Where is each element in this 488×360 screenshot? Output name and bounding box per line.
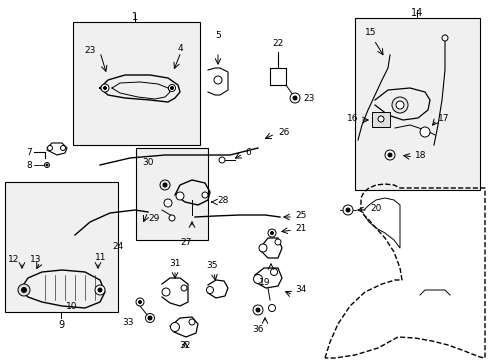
Circle shape [270,269,277,275]
Bar [354,18,479,190]
Text: 8: 8 [26,161,32,170]
Circle shape [219,157,224,163]
Text: 20: 20 [369,203,381,212]
Circle shape [46,164,48,166]
Text: 32: 32 [179,341,190,350]
Circle shape [163,183,167,187]
Text: 9: 9 [58,320,64,330]
Circle shape [256,308,260,312]
Circle shape [274,239,281,245]
Circle shape [346,208,349,212]
Bar [5,182,118,312]
Text: 25: 25 [294,211,306,220]
Circle shape [47,145,52,150]
Bar [136,148,207,240]
Circle shape [206,287,213,293]
Circle shape [176,192,183,200]
Bar [73,22,200,145]
Text: 27: 27 [180,238,191,247]
Circle shape [145,314,154,323]
Text: 16: 16 [346,113,357,122]
Circle shape [21,288,26,292]
Text: 14: 14 [410,8,422,18]
Circle shape [289,93,299,103]
Circle shape [160,180,170,190]
Text: 23: 23 [84,45,95,54]
Text: 12: 12 [8,256,20,265]
Text: 18: 18 [414,150,426,159]
Text: 35: 35 [206,261,217,270]
Circle shape [377,116,383,122]
Circle shape [342,205,352,215]
Text: 29: 29 [148,213,159,222]
Circle shape [95,285,105,295]
Circle shape [101,84,109,92]
Circle shape [98,288,102,292]
Text: 7: 7 [26,148,32,157]
Circle shape [270,231,273,234]
Circle shape [292,96,296,100]
Circle shape [214,76,222,84]
Circle shape [189,319,195,325]
Circle shape [395,101,403,109]
Text: 22: 22 [272,39,283,48]
Circle shape [103,86,106,90]
Text: 33: 33 [122,318,134,327]
Circle shape [391,97,407,113]
Circle shape [44,162,49,167]
Text: 15: 15 [364,28,376,37]
Text: 11: 11 [95,253,106,262]
Text: 5: 5 [215,31,221,40]
Circle shape [170,86,173,90]
Circle shape [252,305,263,315]
Circle shape [169,215,175,221]
Text: 6: 6 [244,148,250,157]
Text: 31: 31 [169,259,181,268]
Text: 17: 17 [437,113,448,122]
Circle shape [168,85,175,91]
Circle shape [387,153,391,157]
Circle shape [136,298,143,306]
Text: 24: 24 [112,242,123,251]
Text: 36: 36 [252,325,263,334]
Circle shape [138,301,141,303]
Circle shape [253,274,262,284]
Text: 34: 34 [294,285,306,294]
Bar [371,112,389,127]
Circle shape [268,305,275,311]
Circle shape [181,285,186,291]
Circle shape [202,192,207,198]
Text: 13: 13 [30,256,41,265]
Text: 1: 1 [132,12,138,22]
Text: 19: 19 [259,278,270,287]
Circle shape [18,284,30,296]
Circle shape [267,229,275,237]
Circle shape [170,323,179,332]
Circle shape [384,150,394,160]
Circle shape [419,127,429,137]
Circle shape [148,316,152,320]
Text: 26: 26 [278,127,289,136]
Circle shape [163,199,172,207]
Text: 30: 30 [142,158,153,167]
Text: 10: 10 [66,302,78,311]
Circle shape [61,145,65,150]
Text: 4: 4 [178,44,183,53]
Circle shape [441,35,447,41]
Text: 21: 21 [294,224,306,233]
Circle shape [162,288,170,296]
Text: 28: 28 [217,195,228,204]
Circle shape [259,244,266,252]
Text: 23: 23 [303,94,314,103]
